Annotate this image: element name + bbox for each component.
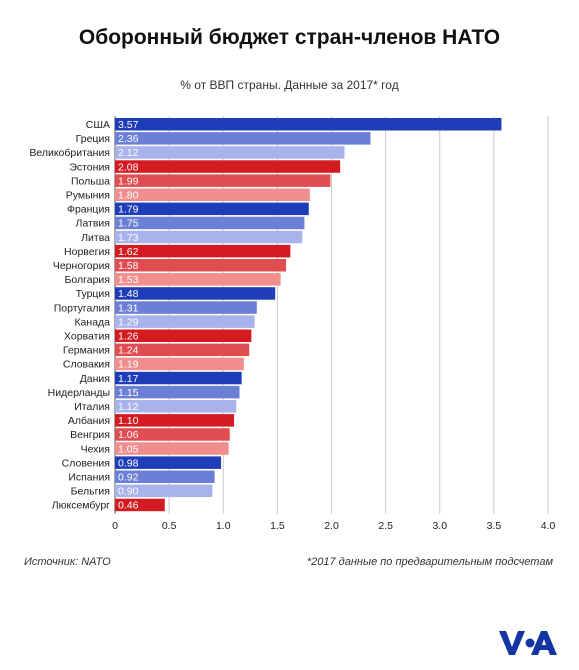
x-tick-label: 0 [112, 520, 118, 532]
bar-value-label: 1.12 [118, 401, 139, 413]
bar [115, 160, 341, 173]
bar [115, 202, 309, 216]
category-label: Люксембург [52, 500, 110, 512]
bar-value-label: 1.26 [118, 331, 139, 343]
bar-value-label: 1.58 [118, 260, 139, 272]
x-tick-label: 4.0 [541, 520, 556, 532]
bar-value-label: 1.05 [118, 443, 139, 455]
bar [115, 315, 255, 328]
category-label: Нидерланды [48, 387, 110, 399]
bar [115, 118, 502, 131]
category-label: Дания [80, 373, 110, 385]
x-tick-label: 3.5 [487, 520, 502, 532]
bar-value-label: 2.12 [118, 147, 139, 159]
bar-value-label: 1.62 [118, 246, 139, 258]
bar-value-label: 1.79 [118, 204, 139, 216]
bar [115, 456, 222, 469]
bar [115, 414, 235, 427]
category-label: Чехия [81, 443, 110, 455]
x-tick-label: 1.5 [270, 520, 285, 532]
bar-value-label: 1.73 [118, 232, 139, 244]
bar [115, 385, 240, 399]
bar [115, 174, 331, 187]
bar [115, 132, 371, 145]
bar-chart: 3.57 США 2.36 Греция 2.12 Великобритания 2.08 Э… [29, 116, 556, 532]
bar-value-label: 1.29 [118, 316, 139, 328]
chart-subtitle: % от ВВП страны. Данные за 2017* год [180, 78, 399, 92]
bar-value-label: 1.24 [118, 345, 139, 357]
bar [115, 470, 215, 483]
category-label: Албания [68, 415, 110, 427]
bar [115, 400, 237, 413]
category-label: Венгрия [70, 429, 110, 441]
category-label: Латвия [76, 218, 110, 230]
bar-value-label: 1.10 [118, 415, 139, 427]
bar-value-label: 1.15 [118, 387, 139, 399]
bar [115, 484, 213, 498]
category-label: Германия [63, 345, 110, 357]
category-label: Польша [71, 175, 110, 187]
category-label: Греция [76, 133, 110, 145]
category-label: Канада [74, 316, 110, 328]
bar [115, 329, 252, 342]
bar-value-label: 1.48 [118, 288, 139, 300]
bar [115, 287, 276, 300]
bar [115, 428, 230, 441]
x-tick-label: 0.5 [162, 520, 177, 532]
bar-value-label: 1.31 [118, 302, 139, 314]
category-label: Бельгия [71, 486, 110, 498]
x-tick-label: 1.0 [216, 520, 231, 532]
bar [115, 498, 165, 512]
bar-value-label: 1.75 [118, 218, 139, 230]
bar-value-label: 0.92 [118, 472, 139, 484]
bar-value-label: 1.53 [118, 274, 139, 286]
bar [115, 259, 287, 272]
x-tick-label: 2.0 [324, 520, 339, 532]
bar [115, 244, 291, 258]
bar-value-label: 1.06 [118, 429, 139, 441]
bar [115, 343, 250, 357]
bar [115, 188, 310, 201]
category-label: Франция [67, 204, 110, 216]
bar [115, 216, 305, 230]
bar-value-label: 0.46 [118, 500, 139, 512]
bar [115, 357, 244, 371]
category-label: Эстония [69, 161, 110, 173]
category-label: Литва [81, 232, 110, 244]
category-label: Великобритания [29, 147, 110, 159]
x-tick-label: 2.5 [378, 520, 393, 532]
bar-value-label: 1.17 [118, 373, 139, 385]
category-label: Словакия [63, 359, 110, 371]
bar-value-label: 1.80 [118, 190, 139, 202]
voa-logo-icon [499, 631, 557, 655]
category-label: Норвегия [64, 246, 110, 258]
category-label: Турция [76, 288, 110, 300]
bar [115, 442, 229, 455]
bar-value-label: 2.36 [118, 133, 139, 145]
category-label: Болгария [65, 274, 110, 286]
bar [115, 301, 257, 314]
bar-value-label: 1.19 [118, 359, 139, 371]
bar [115, 371, 242, 385]
bar [115, 146, 345, 159]
bar-value-label: 3.57 [118, 119, 139, 131]
bar-value-label: 1.99 [118, 175, 139, 187]
bar-value-label: 0.98 [118, 457, 139, 469]
category-label: Черногория [53, 260, 110, 272]
bar [115, 273, 281, 286]
category-label: Португалия [54, 302, 110, 314]
category-label: США [86, 119, 110, 131]
bar-value-label: 2.08 [118, 161, 139, 173]
chart-title: Оборонный бюджет стран-членов НАТО [78, 26, 501, 49]
category-label: Словения [62, 457, 110, 469]
x-tick-label: 3.0 [432, 520, 447, 532]
source-note: Источник: NATO [24, 556, 111, 568]
category-label: Хорватия [64, 331, 110, 343]
category-label: Румыния [66, 190, 110, 202]
category-label: Италия [74, 401, 110, 413]
bar [115, 230, 303, 244]
category-label: Испания [68, 472, 110, 484]
footnote: *2017 данные по предварительным подсчета… [306, 556, 553, 568]
bar-value-label: 0.90 [118, 486, 139, 498]
